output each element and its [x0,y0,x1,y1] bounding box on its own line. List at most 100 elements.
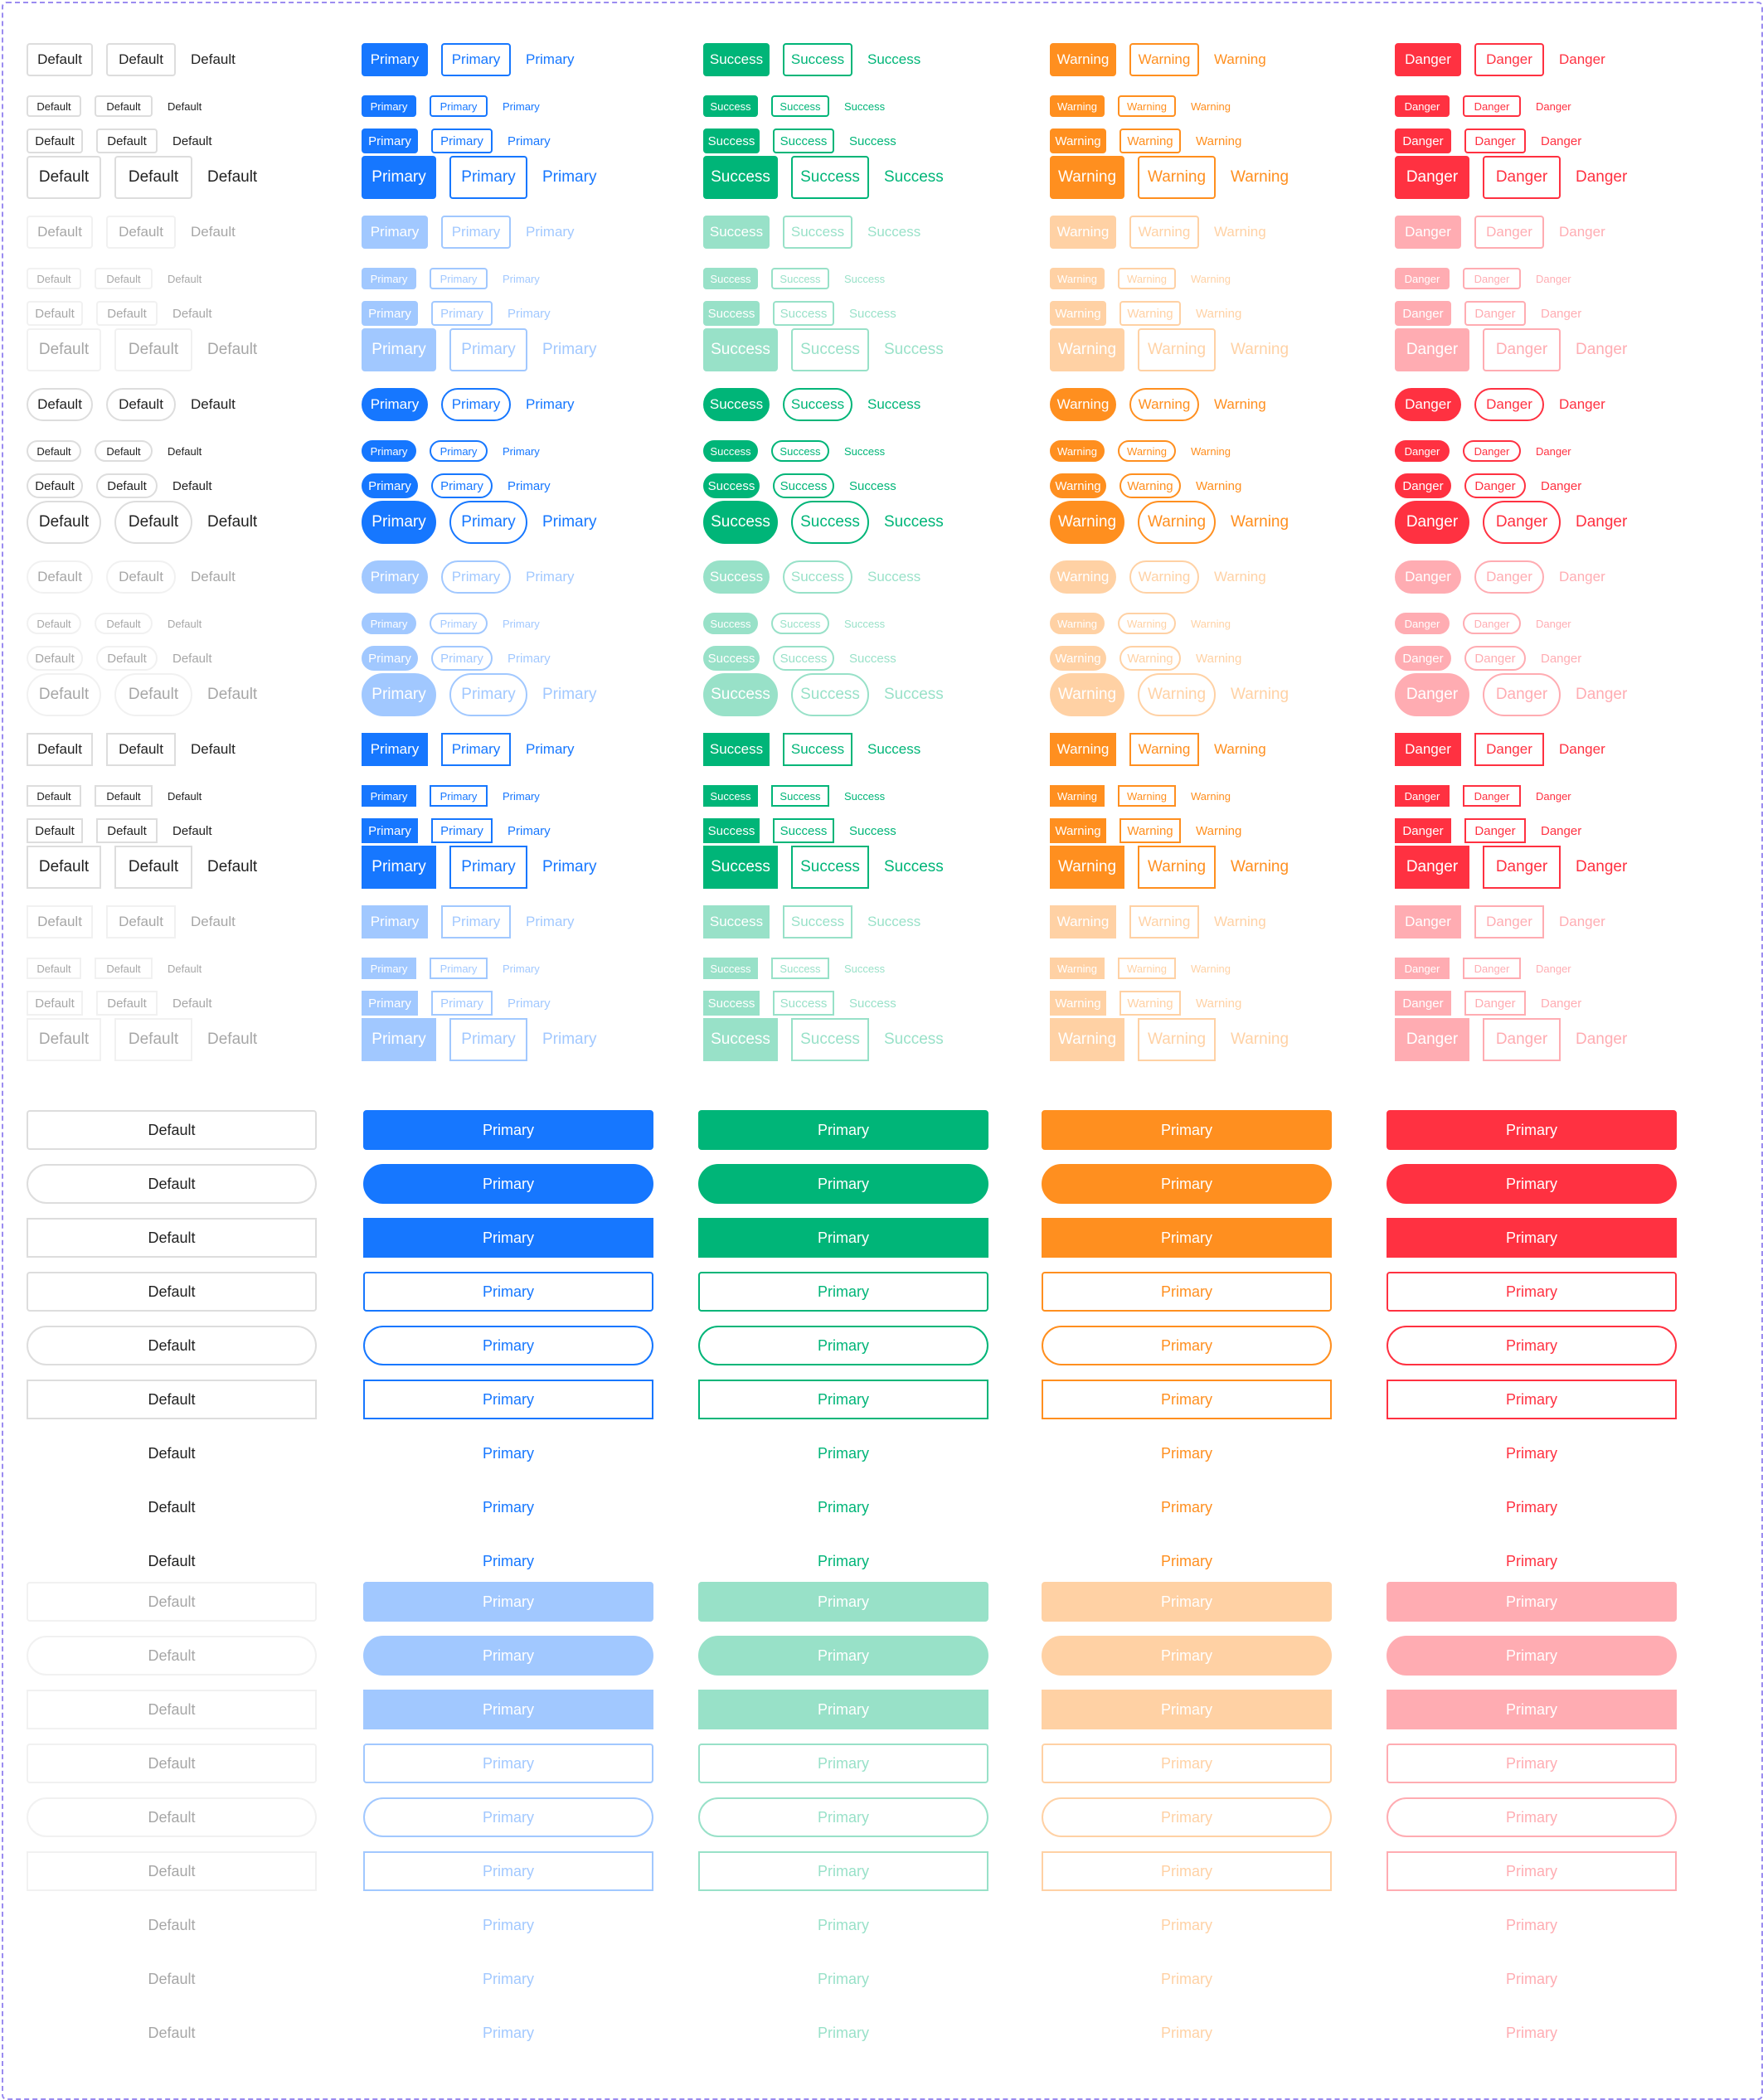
warning-solid-large-rounded-enabled-button[interactable]: Warning [1050,501,1124,544]
default-solid-large-rounded-disabled-button[interactable]: Default [27,673,101,716]
warning-none-large-square-enabled-button[interactable]: Warning [1231,858,1289,875]
success-solid-small-square-disabled-button[interactable]: Success [703,991,760,1016]
success-block-solid-rounded-disabled-button[interactable]: Primary [698,1636,988,1676]
danger-outline-mini-rounded-enabled-button[interactable]: Danger [1463,440,1521,462]
danger-solid-middle-square-disabled-button[interactable]: Danger [1395,905,1461,938]
danger-none-large-square-enabled-button[interactable]: Danger [1576,858,1628,875]
warning-block-outline-square-button[interactable]: Primary [1042,1380,1332,1419]
primary-block-solid-rounded-button[interactable]: Primary [363,1164,653,1204]
warning-outline-small-rounded-enabled-button[interactable]: Warning [1119,473,1181,498]
primary-none-small-square-enabled-button[interactable]: Primary [508,823,551,838]
warning-block-solid-rectangular-disabled-button[interactable]: Primary [1042,1582,1332,1622]
success-none-small-rectangular-enabled-button[interactable]: Success [849,133,896,148]
primary-block-outline-rectangular-disabled-button[interactable]: Primary [363,1744,653,1783]
primary-none-large-square-enabled-button[interactable]: Primary [542,858,597,875]
danger-solid-middle-square-enabled-button[interactable]: Danger [1395,733,1461,766]
warning-outline-small-rectangular-disabled-button[interactable]: Warning [1119,301,1181,326]
danger-outline-middle-rectangular-enabled-button[interactable]: Danger [1474,43,1544,76]
danger-outline-mini-square-disabled-button[interactable]: Danger [1463,958,1521,979]
warning-outline-large-square-enabled-button[interactable]: Warning [1138,846,1216,889]
success-solid-small-rectangular-disabled-button[interactable]: Success [703,301,760,326]
danger-outline-middle-rounded-disabled-button[interactable]: Danger [1474,560,1544,594]
primary-solid-small-square-enabled-button[interactable]: Primary [362,818,418,843]
success-none-mini-rectangular-enabled-button[interactable]: Success [844,99,886,113]
primary-none-middle-square-enabled-button[interactable]: Primary [526,741,575,757]
warning-block-solid-square-disabled-button[interactable]: Primary [1042,1690,1332,1729]
danger-block-none-rectangular-disabled-button[interactable]: Primary [1506,1916,1557,1933]
primary-outline-middle-rectangular-disabled-button[interactable]: Primary [441,216,511,249]
default-none-mini-square-enabled-button[interactable]: Default [168,789,202,803]
primary-none-middle-rectangular-enabled-button[interactable]: Primary [526,51,575,67]
warning-block-none-square-button[interactable]: Primary [1161,1552,1212,1569]
danger-block-none-rectangular-button[interactable]: Primary [1506,1444,1557,1462]
default-solid-middle-square-enabled-button[interactable]: Default [27,733,93,766]
success-none-large-rounded-enabled-button[interactable]: Success [884,513,944,531]
warning-solid-large-rounded-disabled-button[interactable]: Warning [1050,673,1124,716]
success-block-outline-rectangular-disabled-button[interactable]: Primary [698,1744,988,1783]
danger-none-middle-square-disabled-button[interactable]: Danger [1559,914,1605,929]
primary-none-mini-square-enabled-button[interactable]: Primary [503,789,540,803]
danger-none-small-rounded-disabled-button[interactable]: Danger [1541,651,1582,666]
warning-outline-middle-rounded-disabled-button[interactable]: Warning [1129,560,1199,594]
warning-solid-middle-rectangular-enabled-button[interactable]: Warning [1050,43,1116,76]
primary-none-middle-rounded-disabled-button[interactable]: Primary [526,569,575,584]
default-none-mini-rounded-enabled-button[interactable]: Default [168,444,202,458]
default-solid-small-square-disabled-button[interactable]: Default [27,991,83,1016]
success-none-small-square-disabled-button[interactable]: Success [849,996,896,1011]
success-outline-large-square-enabled-button[interactable]: Success [791,846,869,889]
warning-none-middle-rounded-disabled-button[interactable]: Warning [1214,569,1266,584]
success-solid-small-rounded-disabled-button[interactable]: Success [703,646,760,671]
danger-solid-small-rounded-enabled-button[interactable]: Danger [1395,473,1451,498]
primary-outline-large-square-enabled-button[interactable]: Primary [449,846,527,889]
success-solid-mini-square-disabled-button[interactable]: Success [703,958,758,979]
primary-block-none-square-button[interactable]: Primary [483,1552,534,1569]
success-none-mini-square-disabled-button[interactable]: Success [844,962,886,975]
primary-solid-middle-rectangular-enabled-button[interactable]: Primary [362,43,428,76]
primary-block-solid-rounded-disabled-button[interactable]: Primary [363,1636,653,1676]
primary-solid-mini-rectangular-disabled-button[interactable]: Primary [362,268,416,289]
default-solid-small-square-enabled-button[interactable]: Default [27,818,83,843]
warning-none-small-square-enabled-button[interactable]: Warning [1196,823,1242,838]
default-outline-small-rounded-enabled-button[interactable]: Default [96,473,158,498]
success-solid-mini-rounded-enabled-button[interactable]: Success [703,440,758,462]
primary-block-solid-square-disabled-button[interactable]: Primary [363,1690,653,1729]
warning-block-none-rounded-disabled-button[interactable]: Primary [1161,1970,1212,1987]
warning-solid-large-rectangular-disabled-button[interactable]: Warning [1050,328,1124,371]
primary-solid-large-rectangular-disabled-button[interactable]: Primary [362,328,436,371]
warning-outline-middle-rounded-enabled-button[interactable]: Warning [1129,388,1199,421]
danger-block-solid-rounded-disabled-button[interactable]: Primary [1387,1636,1677,1676]
primary-block-outline-square-button[interactable]: Primary [363,1380,653,1419]
default-none-mini-rounded-disabled-button[interactable]: Default [168,617,202,630]
success-none-mini-rounded-enabled-button[interactable]: Success [844,444,886,458]
danger-outline-large-square-enabled-button[interactable]: Danger [1483,846,1561,889]
success-block-solid-rectangular-disabled-button[interactable]: Primary [698,1582,988,1622]
warning-solid-middle-square-disabled-button[interactable]: Warning [1050,905,1116,938]
warning-solid-small-rectangular-enabled-button[interactable]: Warning [1050,129,1106,153]
primary-solid-mini-rounded-disabled-button[interactable]: Primary [362,613,416,634]
success-block-solid-rectangular-button[interactable]: Primary [698,1110,988,1150]
default-outline-small-rectangular-disabled-button[interactable]: Default [96,301,158,326]
default-outline-mini-square-enabled-button[interactable]: Default [95,785,153,807]
primary-outline-small-square-disabled-button[interactable]: Primary [431,991,493,1016]
danger-solid-middle-rectangular-disabled-button[interactable]: Danger [1395,216,1461,249]
primary-solid-mini-square-disabled-button[interactable]: Primary [362,958,416,979]
warning-solid-mini-rounded-disabled-button[interactable]: Warning [1050,613,1105,634]
danger-outline-small-square-disabled-button[interactable]: Danger [1464,991,1526,1016]
default-solid-mini-rectangular-enabled-button[interactable]: Default [27,95,81,117]
warning-block-outline-rectangular-disabled-button[interactable]: Primary [1042,1744,1332,1783]
warning-none-mini-square-enabled-button[interactable]: Warning [1191,789,1231,803]
primary-none-middle-rectangular-disabled-button[interactable]: Primary [526,224,575,240]
primary-block-outline-rectangular-button[interactable]: Primary [363,1272,653,1312]
warning-block-none-rectangular-disabled-button[interactable]: Primary [1161,1916,1212,1933]
success-solid-middle-rounded-disabled-button[interactable]: Success [703,560,770,594]
default-block-none-rectangular-button[interactable]: Default [148,1444,196,1462]
default-solid-middle-rounded-disabled-button[interactable]: Default [27,560,93,594]
default-block-none-rounded-disabled-button[interactable]: Default [148,1970,196,1987]
primary-solid-small-rounded-enabled-button[interactable]: Primary [362,473,418,498]
primary-none-large-rounded-enabled-button[interactable]: Primary [542,513,597,531]
warning-outline-large-rectangular-disabled-button[interactable]: Warning [1138,328,1216,371]
default-block-none-rectangular-disabled-button[interactable]: Default [148,1916,196,1933]
success-none-middle-rectangular-disabled-button[interactable]: Success [867,224,921,240]
danger-none-large-rounded-disabled-button[interactable]: Danger [1576,686,1628,703]
warning-solid-middle-rounded-disabled-button[interactable]: Warning [1050,560,1116,594]
